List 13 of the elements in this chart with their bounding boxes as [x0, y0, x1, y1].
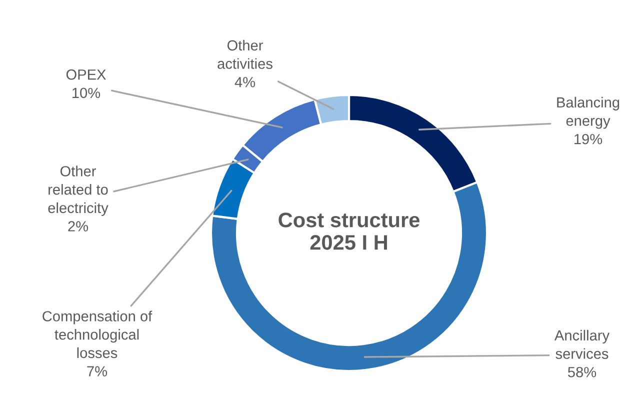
data-label: 7% — [87, 366, 108, 376]
data-label: 2% — [68, 221, 88, 232]
data-label: 4% — [234, 77, 256, 88]
slice-label: Balancing energy — [557, 96, 620, 129]
slice-label: OPEX — [66, 69, 106, 80]
slice-label: Ancillary services — [554, 330, 610, 359]
text: Cost structure 2025 I H — [278, 212, 420, 250]
slice-label: Other related to electricity — [48, 166, 108, 216]
slice-label: Compensation of technological losses — [42, 310, 152, 358]
data-label: 10% — [72, 88, 100, 98]
data-label: 58% — [568, 366, 596, 378]
data-label: 19% — [574, 134, 602, 144]
slice-label: Other activities — [218, 40, 272, 69]
